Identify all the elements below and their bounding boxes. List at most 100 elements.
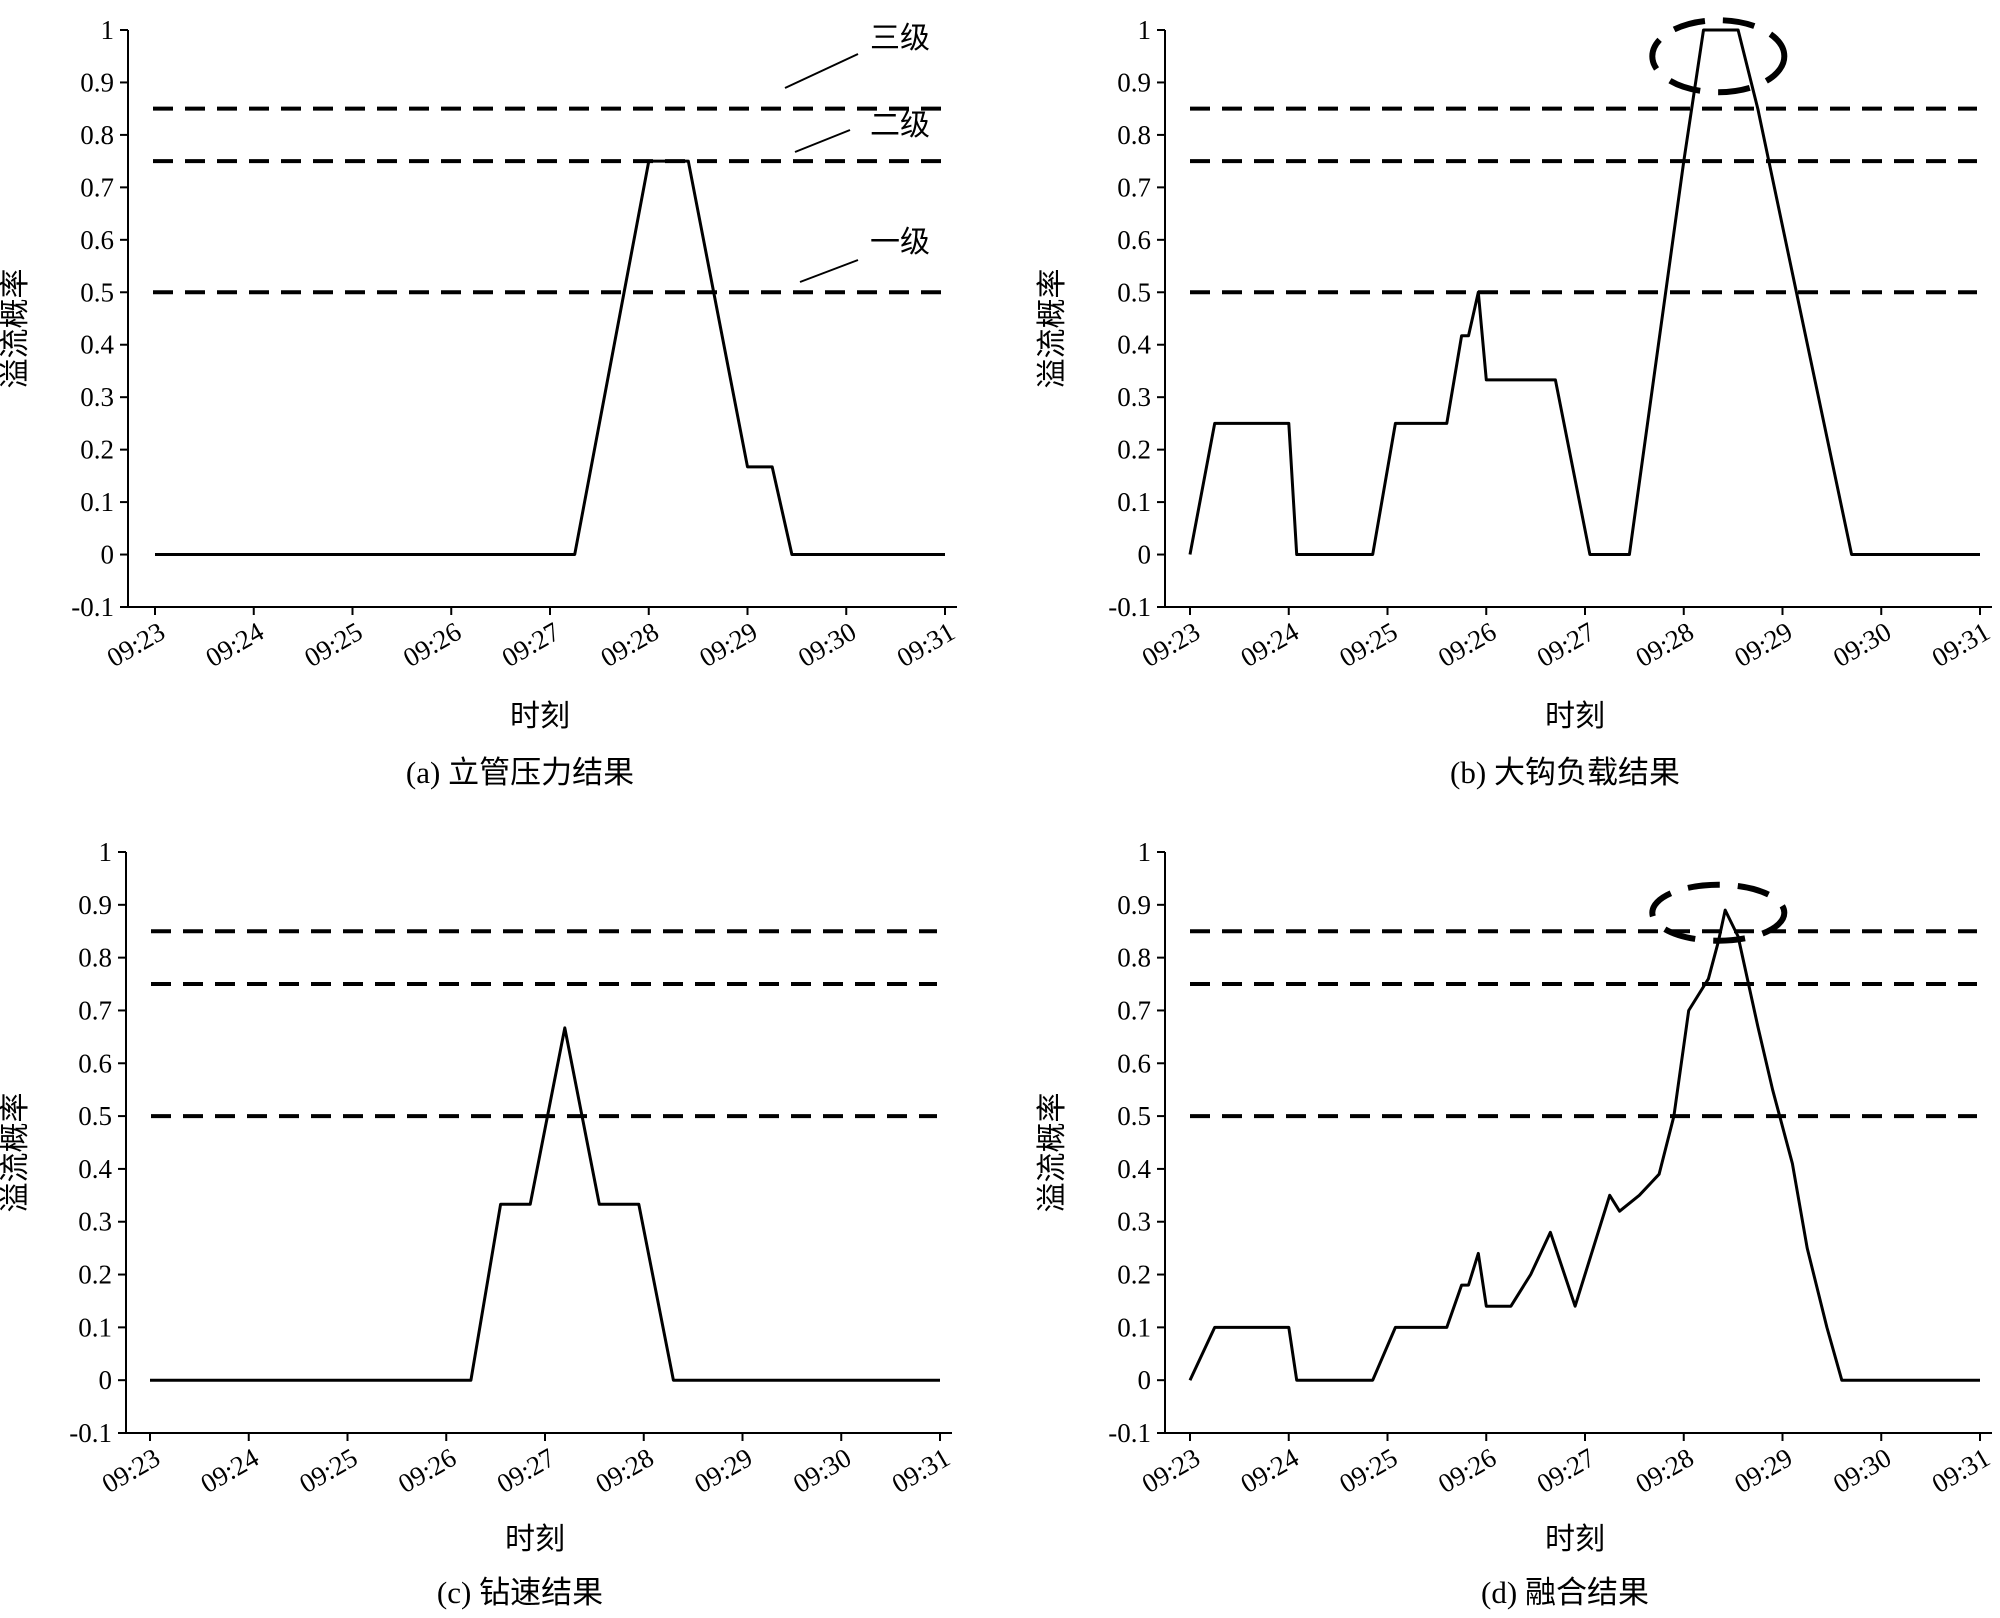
x-tick-label: 09:29 [1729,616,1797,673]
chart-c: -0.1 0 0.1 0.2 0.3 0.4 0.5 0.6 0.7 0.8 0.9 1 09:23 09… [0,837,955,1610]
y-tick-label: 0.4 [80,330,114,360]
y-tick-label: 1 [101,15,115,45]
annotation-leader [784,53,859,89]
y-tick-label: 0.6 [1117,225,1151,255]
y-tick-label: 0.7 [78,995,112,1025]
y-tick-label: 0.3 [78,1207,112,1237]
y-axis-title: 溢流概率 [1036,1093,1069,1213]
y-axis-title: 溢流概率 [0,269,32,389]
y-tick-label: 0.8 [80,120,114,150]
y-tick-label: 0.1 [80,487,114,517]
y-tick-label: 0.7 [1117,995,1151,1025]
y-tick-label: 0.8 [1117,120,1151,150]
highlight-ellipse [1649,17,1788,96]
y-tick-label: 0.3 [1117,382,1151,412]
y-tick-label: 0.4 [78,1154,112,1184]
y-tick-label: 0.3 [80,382,114,412]
y-tick-label: 0 [99,1365,113,1395]
x-tick-label: 09:29 [694,616,762,673]
y-tick-label: 0.2 [1117,1260,1151,1290]
x-tick-label: 09:25 [294,1442,362,1499]
x-tick-label: 09:23 [1137,1442,1205,1499]
y-tick-label: -0.1 [1108,1418,1151,1448]
x-tick-label: 09:28 [590,1442,658,1499]
y-tick-label: 0.2 [1117,435,1151,465]
y-tick-label: 1 [1138,837,1152,867]
x-tick-label: 09:25 [1334,616,1402,673]
chart-caption: (c) 钻速结果 [437,1575,603,1610]
y-tick-label: 0.9 [1117,890,1151,920]
y-tick-label: 1 [99,837,113,867]
y-tick-label: 0.6 [78,1048,112,1078]
x-axis-title: 时刻 [1545,1523,1605,1556]
highlight-ellipse [1649,881,1788,944]
y-axis-title: 溢流概率 [1036,269,1069,389]
chart-caption: (d) 融合结果 [1481,1575,1649,1610]
y-tick-label: 0.4 [1117,1154,1151,1184]
x-tick-label: 09:31 [1927,616,1995,673]
x-axis-title: 时刻 [505,1523,565,1556]
x-tick-label: 09:25 [1334,1442,1402,1499]
series-line [150,1026,940,1382]
y-tick-label: 0.1 [1117,487,1151,517]
x-tick-label: 09:31 [892,616,960,673]
y-axis-title: 溢流概率 [0,1093,32,1213]
x-tick-label: 09:23 [1137,616,1205,673]
y-tick-label: 0.6 [80,225,114,255]
y-tick-label: -0.1 [1108,592,1151,622]
x-tick-label: 09:30 [1828,616,1896,673]
x-tick-label: 09:30 [793,616,861,673]
series-line [1188,28,1980,556]
x-tick-label: 09:30 [788,1442,856,1499]
x-tick-label: 09:23 [102,616,170,673]
y-tick-label: 0 [1138,540,1152,570]
x-tick-label: 09:24 [1235,1442,1304,1499]
y-tick-label: 0.8 [78,943,112,973]
threshold-annotation: 一级 [870,226,930,259]
y-tick-label: 0.4 [1117,330,1151,360]
x-tick-label: 09:31 [1927,1442,1995,1499]
x-tick-label: 09:27 [497,616,565,673]
x-tick-label: 09:24 [1235,616,1304,673]
x-tick-label: 09:28 [595,616,663,673]
y-tick-label: 0.9 [1117,67,1151,97]
y-tick-label: 0 [1138,1365,1152,1395]
x-tick-label: 09:26 [1433,1442,1501,1499]
chart-b: -0.1 0 0.1 0.2 0.3 0.4 0.5 0.6 0.7 0.8 0.9 1 09:23 09… [1036,15,1995,790]
chart-d: -0.1 0 0.1 0.2 0.3 0.4 0.5 0.6 0.7 0.8 0.9 1 09:23 09… [1036,837,1995,1610]
threshold-annotation: 三级 [870,22,930,55]
threshold-annotation: 二级 [870,109,930,142]
chart-caption: (a) 立管压力结果 [406,755,634,790]
y-tick-label: 1 [1138,15,1152,45]
x-axis-title: 时刻 [1545,700,1605,733]
x-tick-label: 09:27 [1532,1442,1600,1499]
x-tick-label: 09:30 [1828,1442,1896,1499]
x-tick-label: 09:29 [1729,1442,1797,1499]
y-tick-label: -0.1 [71,592,114,622]
x-tick-label: 09:28 [1630,1442,1698,1499]
x-tick-label: 09:23 [97,1442,165,1499]
x-tick-label: 09:24 [195,1442,264,1499]
x-tick-label: 09:26 [398,616,466,673]
annotation-leader [794,129,851,153]
annotation-leader [799,259,859,283]
x-tick-label: 09:29 [689,1442,757,1499]
x-tick-label: 09:27 [1532,616,1600,673]
y-tick-label: 0.5 [80,277,114,307]
y-tick-label: 0.6 [1117,1048,1151,1078]
series-line [155,159,945,556]
y-tick-label: 0.2 [78,1260,112,1290]
y-tick-label: 0.5 [78,1101,112,1131]
y-tick-label: 0.9 [78,890,112,920]
y-tick-label: -0.1 [69,1418,112,1448]
y-tick-label: 0.2 [80,435,114,465]
y-tick-label: 0.7 [1117,172,1151,202]
y-tick-label: 0.9 [80,67,114,97]
y-tick-label: 0.1 [78,1312,112,1342]
x-tick-label: 09:31 [887,1442,955,1499]
y-tick-label: 0.7 [80,172,114,202]
chart-caption: (b) 大钩负载结果 [1450,755,1680,790]
x-tick-label: 09:25 [299,616,367,673]
x-tick-label: 09:28 [1630,616,1698,673]
